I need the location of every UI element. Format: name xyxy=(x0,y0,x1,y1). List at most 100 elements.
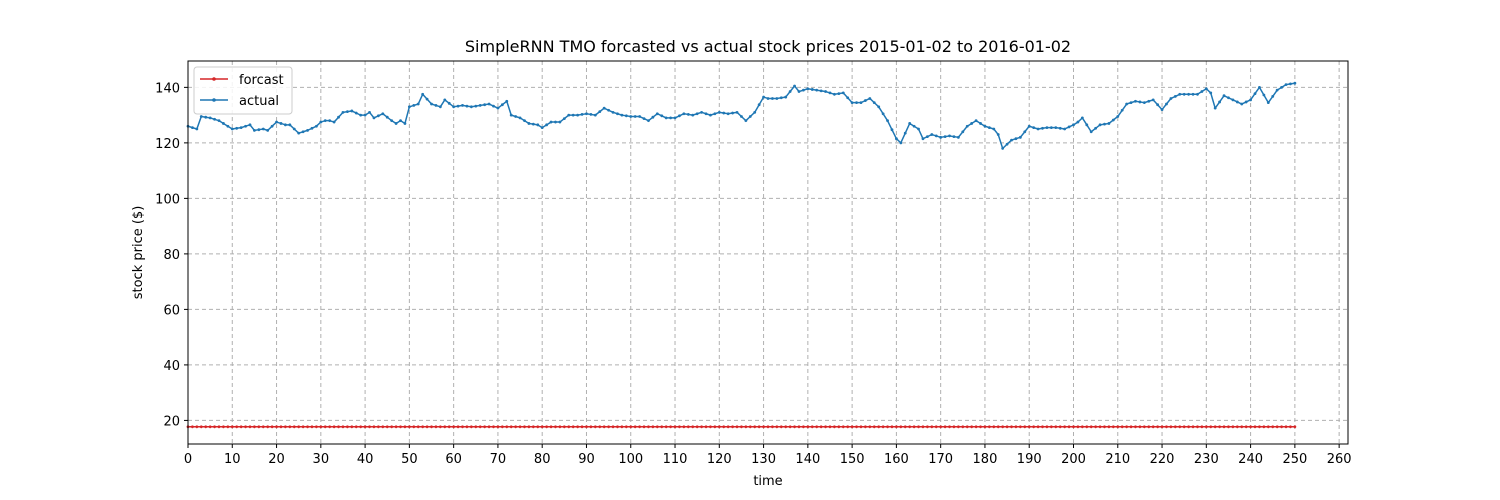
data-point-forcast xyxy=(633,425,637,429)
data-point-forcast xyxy=(1222,425,1226,429)
data-point-actual xyxy=(987,126,991,130)
data-point-forcast xyxy=(350,425,354,429)
data-point-actual xyxy=(1280,85,1283,89)
data-point-forcast xyxy=(261,425,265,429)
data-point-actual xyxy=(992,127,996,131)
data-point-actual xyxy=(306,128,309,132)
data-point-forcast xyxy=(483,425,487,429)
x-tick-label: 210 xyxy=(1105,452,1130,467)
data-point-actual xyxy=(554,120,557,124)
data-point-actual xyxy=(1191,92,1195,96)
data-point-forcast xyxy=(1147,425,1151,429)
data-point-actual xyxy=(204,115,208,119)
data-point-actual xyxy=(753,110,757,114)
data-point-actual xyxy=(1032,126,1036,130)
data-point-actual xyxy=(1187,92,1191,96)
data-point-actual xyxy=(965,124,969,128)
data-point-forcast xyxy=(315,425,318,429)
data-point-forcast xyxy=(682,425,686,429)
data-point-actual xyxy=(1227,96,1230,100)
data-point-actual xyxy=(713,112,717,116)
data-point-forcast xyxy=(385,425,389,429)
y-tick-label: 100 xyxy=(155,192,180,207)
data-point-forcast xyxy=(824,425,827,429)
data-point-forcast xyxy=(509,425,513,429)
data-point-forcast xyxy=(996,425,1000,429)
data-point-forcast xyxy=(430,425,433,429)
data-point-forcast xyxy=(629,425,633,429)
x-tick-label: 160 xyxy=(884,452,909,467)
data-point-forcast xyxy=(961,425,965,429)
data-point-forcast xyxy=(1209,425,1213,429)
data-point-actual xyxy=(540,126,544,130)
data-point-forcast xyxy=(1045,425,1049,429)
data-point-forcast xyxy=(616,425,619,429)
data-point-actual xyxy=(1116,115,1120,118)
data-point-actual xyxy=(430,102,433,106)
data-point-actual xyxy=(244,124,247,128)
data-point-forcast xyxy=(270,425,274,429)
data-point-actual xyxy=(731,111,734,115)
data-point-actual xyxy=(478,104,482,107)
data-point-forcast xyxy=(788,425,792,429)
data-point-forcast xyxy=(607,425,611,429)
data-point-forcast xyxy=(753,425,757,429)
data-point-actual xyxy=(1080,116,1084,120)
x-tick-label: 10 xyxy=(224,452,241,467)
data-point-actual xyxy=(1204,87,1208,91)
data-point-actual xyxy=(496,106,500,110)
data-point-actual xyxy=(545,123,549,127)
data-point-forcast xyxy=(797,425,801,429)
data-point-actual xyxy=(855,101,858,105)
data-point-forcast xyxy=(576,425,580,429)
data-point-actual xyxy=(199,115,203,118)
data-point-forcast xyxy=(970,425,974,429)
data-point-actual xyxy=(1209,91,1213,95)
data-point-forcast xyxy=(514,425,518,429)
data-point-forcast xyxy=(518,425,522,429)
data-point-actual xyxy=(633,115,637,118)
data-point-forcast xyxy=(1058,425,1062,429)
data-point-actual xyxy=(709,113,712,117)
data-point-forcast xyxy=(332,425,336,429)
legend-marker-actual xyxy=(212,98,216,102)
data-point-actual xyxy=(722,111,726,115)
data-point-actual xyxy=(208,116,212,120)
data-point-forcast xyxy=(695,425,699,429)
data-point-actual xyxy=(1235,100,1239,104)
data-point-actual xyxy=(629,115,633,118)
data-point-actual xyxy=(788,90,792,93)
x-tick-label: 220 xyxy=(1150,452,1175,467)
data-point-forcast xyxy=(642,425,646,429)
data-point-forcast xyxy=(943,425,947,429)
data-point-forcast xyxy=(434,425,438,429)
data-point-actual xyxy=(1129,101,1133,105)
x-tick-label: 110 xyxy=(663,452,688,467)
data-point-actual xyxy=(1018,135,1022,139)
legend-label-forcast: forcast xyxy=(239,73,284,88)
data-point-forcast xyxy=(819,425,823,429)
data-point-forcast xyxy=(651,425,655,429)
data-point-forcast xyxy=(828,425,832,429)
data-point-actual xyxy=(403,122,407,125)
data-point-forcast xyxy=(1005,425,1009,429)
data-point-forcast xyxy=(438,425,442,429)
data-point-actual xyxy=(1120,108,1124,112)
data-point-actual xyxy=(1178,92,1182,96)
data-point-forcast xyxy=(757,425,761,429)
data-point-actual xyxy=(877,105,881,109)
data-point-actual xyxy=(270,124,274,128)
data-point-forcast xyxy=(585,425,588,429)
data-point-actual xyxy=(793,84,796,88)
data-point-actual xyxy=(806,87,810,91)
data-point-forcast xyxy=(1151,425,1155,429)
data-point-forcast xyxy=(717,425,721,429)
data-point-forcast xyxy=(1049,425,1053,429)
data-point-forcast xyxy=(275,425,278,429)
data-point-forcast xyxy=(456,425,460,429)
data-point-actual xyxy=(1076,120,1080,124)
data-point-forcast xyxy=(1266,425,1270,429)
data-point-forcast xyxy=(890,425,894,429)
grid xyxy=(187,61,1348,444)
data-point-actual xyxy=(979,122,982,125)
